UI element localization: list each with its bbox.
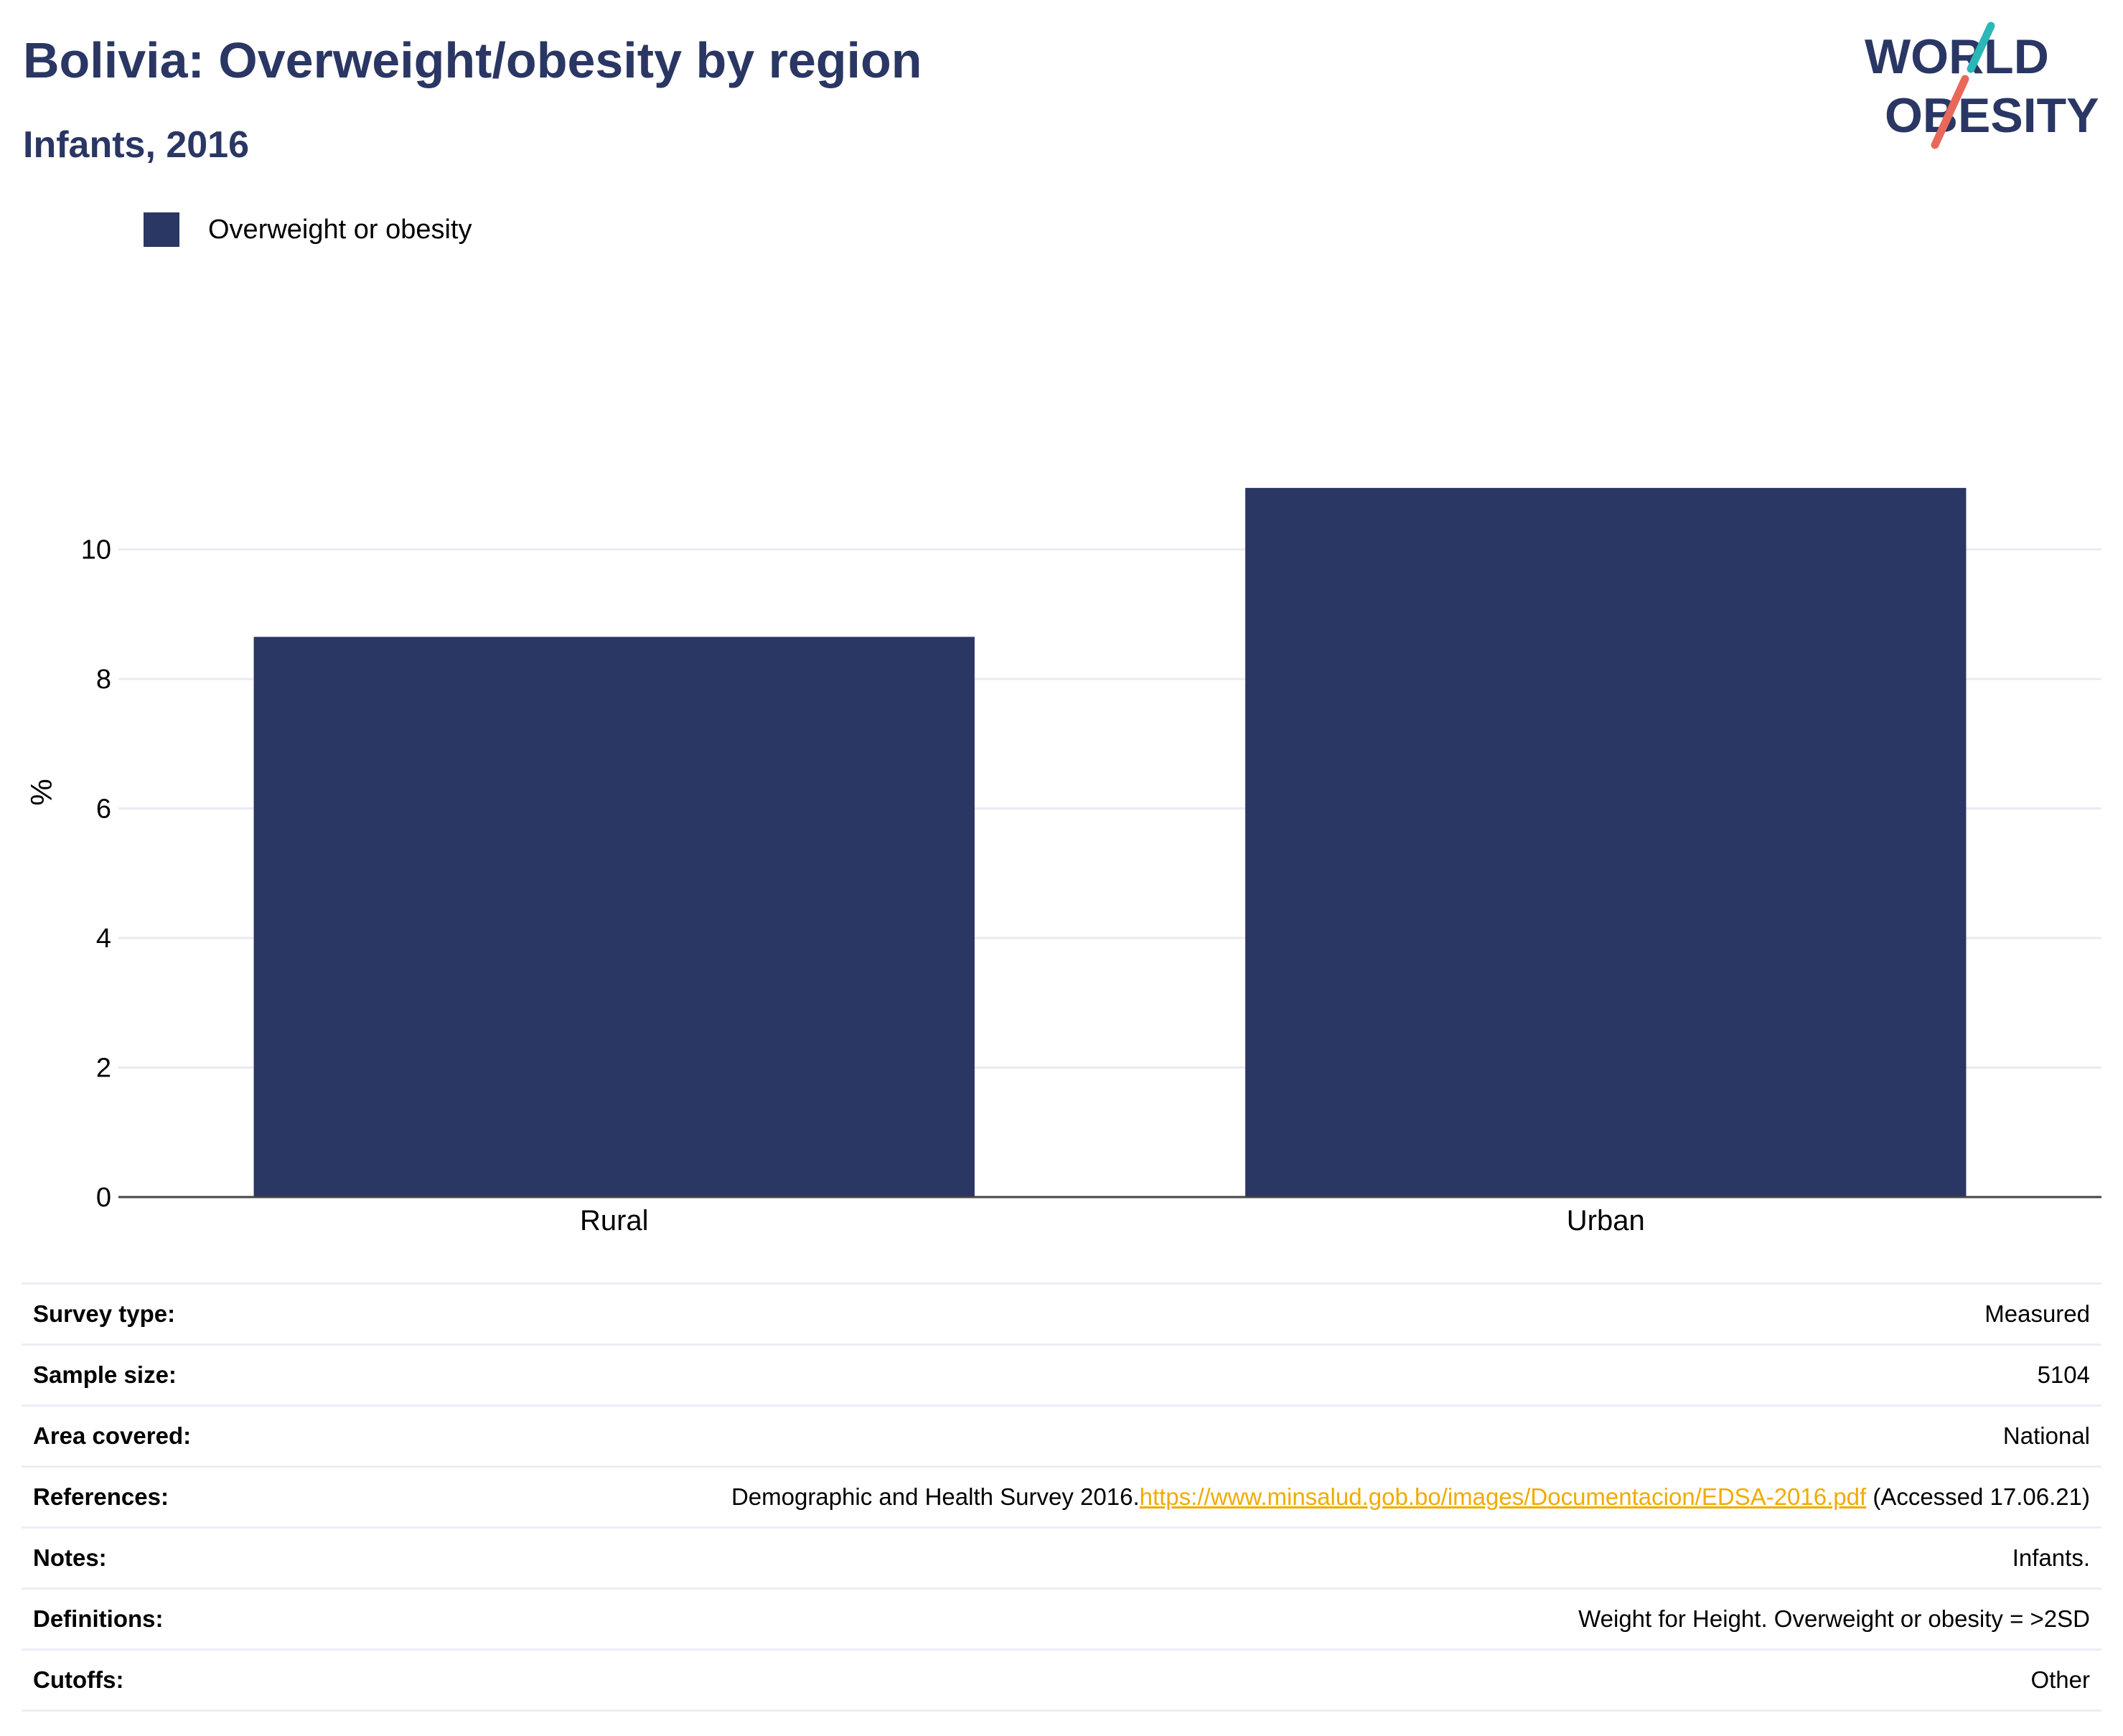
row-value: National bbox=[475, 1404, 2101, 1467]
world-obesity-logo: WORLD OBESITY bbox=[1865, 22, 2099, 149]
table-row-cutoffs: Cutoffs: Other bbox=[22, 1648, 2101, 1712]
y-tick-label: 4 bbox=[96, 924, 111, 954]
row-value: Other bbox=[475, 1648, 2101, 1712]
logo-slash-coral bbox=[1931, 75, 1969, 149]
row-key: Sample size: bbox=[22, 1343, 475, 1406]
row-value: Weight for Height. Overweight or obesity… bbox=[475, 1587, 2101, 1650]
reference-text: Demographic and Health Survey 2016. bbox=[731, 1483, 1140, 1510]
y-tick-label: 6 bbox=[96, 794, 111, 825]
logo-slash-teal bbox=[1967, 22, 1995, 73]
row-key: Notes: bbox=[22, 1526, 475, 1589]
bar-rural bbox=[253, 637, 975, 1197]
chart-subtitle: Infants, 2016 bbox=[23, 124, 250, 166]
y-axis-title: % bbox=[24, 779, 58, 805]
row-key: Area covered: bbox=[22, 1404, 475, 1467]
row-value: 5104 bbox=[475, 1343, 2101, 1406]
y-tick-label: 8 bbox=[96, 665, 111, 695]
row-key: References: bbox=[22, 1465, 475, 1528]
bar-chart: 0 2 4 6 8 10% Rural Urban bbox=[24, 487, 2101, 1237]
legend: Overweight or obesity bbox=[144, 212, 472, 247]
table-row-references: References: Demographic and Health Surve… bbox=[22, 1465, 2101, 1528]
y-tick-label: 10 bbox=[81, 535, 111, 566]
row-key: Survey type: bbox=[22, 1282, 475, 1345]
row-value: Infants. bbox=[475, 1526, 2101, 1589]
logo-text-world: WORLD bbox=[1865, 29, 2049, 84]
reference-link[interactable]: https://www.minsalud.gob.bo/images/Docum… bbox=[1139, 1483, 1867, 1510]
reference-accessed: (Accessed 17.06.21) bbox=[1866, 1483, 2090, 1510]
table-row-definitions: Definitions: Weight for Height. Overweig… bbox=[22, 1587, 2101, 1650]
survey-info-table: Survey type: Measured Sample size: 5104 … bbox=[22, 1282, 2101, 1712]
y-tick-label: 0 bbox=[96, 1183, 111, 1213]
table-row-survey-type: Survey type: Measured bbox=[22, 1282, 2101, 1345]
table-row-sample-size: Sample size: 5104 bbox=[22, 1343, 2101, 1406]
row-value: Measured bbox=[475, 1282, 2101, 1345]
legend-label: Overweight or obesity bbox=[208, 214, 472, 245]
chart-title: Bolivia: Overweight/obesity by region bbox=[23, 32, 922, 88]
logo-text-obesity: OBESITY bbox=[1885, 88, 2099, 143]
table-row-notes: Notes: Infants. bbox=[22, 1526, 2101, 1589]
legend-swatch bbox=[144, 212, 179, 247]
y-tick-label: 2 bbox=[96, 1054, 111, 1084]
row-key: Cutoffs: bbox=[22, 1648, 475, 1712]
row-value: Demographic and Health Survey 2016.https… bbox=[475, 1465, 2101, 1528]
table-row-area-covered: Area covered: National bbox=[22, 1404, 2101, 1467]
x-tick-label: Rural bbox=[580, 1205, 649, 1237]
bar-urban bbox=[1245, 487, 1967, 1197]
x-tick-label: Urban bbox=[1567, 1205, 1645, 1237]
row-key: Definitions: bbox=[22, 1587, 475, 1650]
